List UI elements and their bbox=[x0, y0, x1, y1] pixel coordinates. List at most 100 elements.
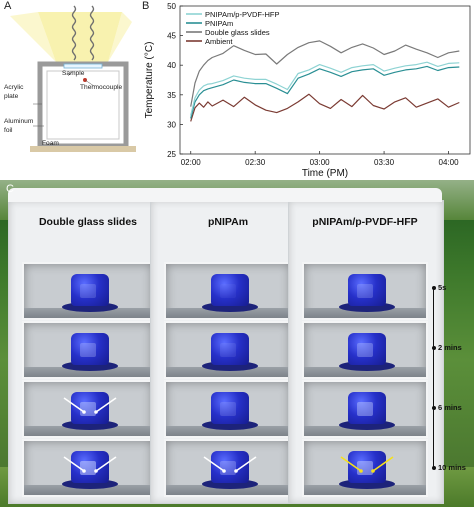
hydrogel-sample bbox=[211, 333, 249, 365]
column-title: Double glass slides bbox=[38, 216, 138, 228]
sample-pedestal bbox=[62, 479, 118, 489]
sample-pedestal bbox=[339, 361, 395, 371]
timeline-label: 6 mins bbox=[438, 403, 462, 412]
sample-cell bbox=[164, 439, 292, 497]
timeline-dot bbox=[431, 406, 436, 410]
foam-box-top bbox=[288, 188, 442, 202]
shelf bbox=[24, 426, 152, 436]
y-tick-label: 40 bbox=[167, 61, 176, 70]
hydrogel-sample bbox=[348, 333, 386, 365]
sample-pedestal bbox=[62, 420, 118, 430]
sample-cell bbox=[302, 321, 428, 379]
lamp-coil-right bbox=[89, 5, 95, 61]
sample-pedestal bbox=[62, 361, 118, 371]
series-line bbox=[190, 61, 460, 116]
surface-haze bbox=[220, 402, 236, 416]
legend-label: PNIPAm bbox=[205, 19, 233, 28]
sample-pedestal bbox=[339, 479, 395, 489]
arrow-pair bbox=[340, 456, 394, 473]
arrow-left bbox=[203, 456, 225, 472]
legend-label: PNIPAm/p-PVDF-HFP bbox=[205, 10, 279, 19]
y-axis-ticks: 25 30 35 40 45 50 bbox=[167, 2, 183, 159]
shelf bbox=[304, 308, 426, 318]
sample-pedestal bbox=[339, 420, 395, 430]
label-thermocouple: Thermocouple bbox=[80, 84, 123, 91]
shelf bbox=[304, 367, 426, 377]
shelf bbox=[24, 308, 152, 318]
series-line bbox=[190, 40, 460, 107]
timeline-dot bbox=[431, 346, 436, 350]
sample-pedestal bbox=[202, 479, 258, 489]
sample-strip bbox=[63, 63, 103, 69]
label-acrylic: Acrylic bbox=[4, 84, 24, 91]
shelf bbox=[166, 485, 290, 495]
series-line bbox=[190, 65, 460, 119]
sample-cell bbox=[22, 380, 154, 438]
sample-cell bbox=[302, 439, 428, 497]
base-plate bbox=[30, 146, 136, 152]
arrow-head bbox=[359, 469, 363, 473]
panel-c-photo: Double glass slides pNIPAm pNIPAm/p-PVDF-H… bbox=[0, 180, 474, 507]
x-axis-label: Time (PM) bbox=[302, 168, 348, 179]
label-aluminum: Aluminum bbox=[4, 118, 34, 125]
column-title: pNIPAm bbox=[207, 216, 249, 228]
x-tick-label: 03:00 bbox=[310, 158, 331, 167]
arrow-right bbox=[235, 456, 257, 472]
label-foam: Foam bbox=[42, 140, 59, 147]
arrow-head bbox=[82, 469, 86, 473]
arrow-pair bbox=[63, 397, 117, 414]
legend-label: Ambient bbox=[205, 37, 233, 46]
arrow-head bbox=[94, 410, 98, 414]
shelf bbox=[304, 426, 426, 436]
shelf bbox=[24, 485, 152, 495]
timeline-label: 5s bbox=[438, 283, 447, 292]
x-tick-label: 02:00 bbox=[181, 158, 202, 167]
arrow-head bbox=[222, 469, 226, 473]
shelf bbox=[24, 367, 152, 377]
panel-a-schematic bbox=[10, 5, 136, 152]
arrow-head bbox=[371, 469, 375, 473]
y-tick-label: 30 bbox=[167, 120, 176, 129]
arrow-right bbox=[95, 456, 117, 472]
label-plate: plate bbox=[4, 93, 19, 100]
x-axis-ticks: 02:00 02:30 03:00 03:30 04:00 bbox=[181, 151, 459, 167]
sample-cell bbox=[22, 439, 154, 497]
sample-pedestal bbox=[202, 361, 258, 371]
legend-label: Double glass slides bbox=[205, 28, 270, 37]
shelf bbox=[166, 367, 290, 377]
sample-cell bbox=[302, 262, 428, 320]
surface-haze bbox=[357, 284, 373, 298]
surface-haze bbox=[357, 402, 373, 416]
y-tick-label: 50 bbox=[167, 2, 176, 11]
arrow-left bbox=[340, 456, 362, 472]
shelf bbox=[166, 308, 290, 318]
hydrogel-sample bbox=[71, 333, 109, 365]
sample-cell bbox=[164, 380, 292, 438]
series-line bbox=[190, 93, 460, 122]
timeline-dot bbox=[431, 466, 436, 470]
sunlight-cone-right bbox=[108, 12, 132, 62]
y-axis-label: Temperature (°C) bbox=[144, 42, 155, 119]
x-tick-label: 03:30 bbox=[374, 158, 395, 167]
temperature-chart: 25 30 35 40 45 50 02:00 02:30 03:00 03:30 04:00 P… bbox=[144, 2, 471, 179]
sample-pedestal bbox=[202, 302, 258, 312]
arrow-right bbox=[372, 456, 394, 472]
arrow-left bbox=[63, 456, 85, 472]
sample-cell bbox=[302, 380, 428, 438]
surface-haze bbox=[80, 284, 96, 298]
shelf bbox=[166, 426, 290, 436]
surface-haze bbox=[357, 343, 373, 357]
foam-box-top bbox=[150, 188, 306, 202]
label-foil: foil bbox=[4, 127, 13, 134]
surface-haze bbox=[80, 343, 96, 357]
timeline-dot bbox=[431, 286, 436, 290]
foam-box-top bbox=[8, 188, 168, 202]
sample-cell bbox=[164, 262, 292, 320]
y-tick-label: 35 bbox=[167, 91, 176, 100]
arrow-head bbox=[82, 410, 86, 414]
hydrogel-sample bbox=[348, 274, 386, 306]
shelf bbox=[304, 485, 426, 495]
hydrogel-sample bbox=[348, 392, 386, 424]
hydrogel-sample bbox=[211, 274, 249, 306]
